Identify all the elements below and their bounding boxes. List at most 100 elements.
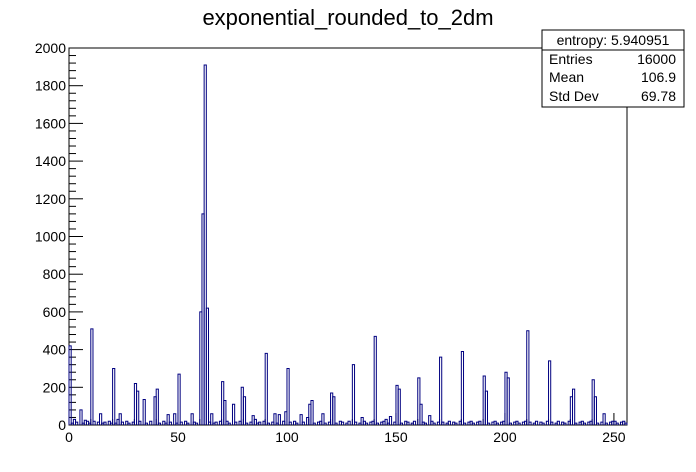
histogram-bin [526,330,530,425]
histogram-bin [149,420,153,425]
y-tick-label: 1600 [35,115,66,131]
histogram-bin [312,422,316,425]
histogram-bin [506,377,510,425]
histogram-bin [447,420,451,425]
histogram-bin [517,422,521,425]
histogram-bin [373,335,377,425]
histogram-bin [138,420,142,425]
histogram-bin [340,421,345,425]
histogram-bin [428,415,432,425]
histogram-bin [288,421,292,425]
x-tick-label: 0 [65,429,73,445]
histogram-bin [432,422,436,425]
x-tick-label: 100 [275,429,299,445]
x-axis: 0 50 100 150 200 250 [65,413,626,445]
histogram-bin [301,421,305,425]
y-tick-label: 400 [43,342,67,358]
histogram-bin [286,367,290,425]
chart-title: exponential_rounded_to_2dm [202,5,493,30]
histogram-bin [399,422,403,425]
histogram-bin [508,422,512,425]
y-tick-label: 200 [43,379,67,395]
histogram-bin [245,422,249,425]
histogram-bin [299,414,303,425]
histogram-bin [194,422,199,425]
histogram-bin [534,420,539,425]
histogram-bin [273,413,277,425]
histogram-bin [231,403,236,425]
histogram-bin [364,422,369,425]
stats-box-frame [541,29,685,108]
histogram-bin [75,421,79,425]
y-tick-label: 1200 [35,191,66,207]
x-tick-label: 150 [384,429,408,445]
histogram-bin [419,403,423,425]
histogram-bin [548,360,552,425]
histogram-bin [484,390,488,425]
histogram-bin [332,396,336,425]
stats-mean-label: Mean [549,69,584,85]
histogram-bin [144,422,148,425]
histogram-bin [136,390,140,425]
histogram-bin [120,421,124,425]
histogram-bin [142,399,146,425]
stats-box: entropy: 5.940951 Entries 16000 Mean 106… [541,29,685,108]
histogram-bin [186,422,190,425]
y-tick-label: 800 [43,266,67,282]
histogram-bin [210,413,214,425]
histogram-bin [214,421,218,425]
histogram-bin [99,413,103,425]
x-tick-label: 250 [602,429,626,445]
stats-header: entropy: 5.940951 [557,32,670,48]
histogram-bin [388,416,393,425]
histogram-bin [277,414,281,425]
histogram-bin [310,399,314,425]
histogram-bin [412,420,417,425]
histogram-bin [179,421,183,425]
histogram-bin [223,399,227,425]
histogram-bin [205,307,209,425]
histogram-bin [550,421,554,425]
x-tick-label: 200 [493,429,517,445]
histogram-bin [334,422,338,425]
histogram-bin [347,420,351,425]
histogram-bin [264,352,268,425]
histogram-bin [595,422,600,425]
histogram-bin [323,422,327,425]
histogram-bin [495,422,499,425]
histogram-series [68,64,628,425]
stats-stddev-label: Std Dev [549,88,599,104]
histogram-bin [528,421,532,425]
histogram-bin [602,413,606,425]
histogram-bin [454,422,458,425]
histogram-bin [68,345,72,425]
histogram-bin [423,422,427,425]
histogram-bin [295,422,299,425]
histogram-bin [624,422,628,425]
histogram-bin [242,396,247,425]
histogram-bin [417,377,421,425]
histogram-bin [439,356,443,425]
histogram-bin [321,413,325,425]
histogram-bin [103,421,107,425]
histogram-bin [441,421,445,425]
histogram-bin [157,422,162,425]
histogram-bin [253,418,257,425]
y-tick-label: 2000 [35,40,66,56]
histogram-bin [615,422,619,425]
histogram-bin [168,421,172,425]
y-tick-label: 1400 [35,153,66,169]
histogram-bin [234,421,238,425]
histogram-bin [112,367,116,425]
histogram-bin [478,420,482,425]
histogram-bin [582,422,587,425]
histogram-bin [127,422,131,425]
stats-entries-value: 16000 [637,51,676,67]
histogram-bin [266,422,271,425]
histogram-bin [155,388,159,425]
histogram-bin [354,421,358,425]
stats-entries-label: Entries [549,51,593,67]
histogram-bin [258,421,262,425]
stats-mean-value: 106.9 [641,69,676,85]
histogram-bin [173,413,177,425]
